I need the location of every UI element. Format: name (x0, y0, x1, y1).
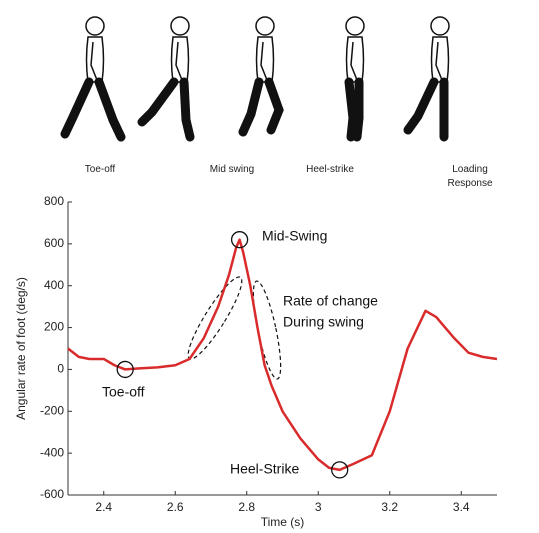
figure-person (65, 17, 121, 137)
y-tick-label: 200 (44, 320, 64, 334)
figure: Toe-off Mid swing Heel-strike Loading Respon… (0, 0, 539, 533)
y-tick-label: 0 (57, 362, 64, 376)
y-tick-label: -600 (40, 487, 64, 501)
figure-person (408, 17, 449, 137)
figure-label: Loading (452, 164, 488, 175)
head (86, 17, 104, 35)
head (256, 17, 274, 35)
x-tick-label: 2.6 (167, 500, 184, 514)
legs (408, 82, 444, 137)
chart: -600 -400 -200 0 200 400 600 800 2.4 2.6 2.8 3 3.2 3.… (14, 194, 497, 529)
legs (243, 82, 279, 132)
data-line (68, 240, 497, 470)
x-tick-label: 2.4 (95, 500, 112, 514)
legs (142, 82, 190, 137)
annotation: Heel-Strike (230, 461, 299, 477)
x-tick-label: 3.4 (453, 500, 470, 514)
figure-label: Heel-strike (306, 164, 354, 175)
x-tick-label: 3 (315, 500, 322, 514)
y-tick-label: -400 (40, 445, 64, 459)
walking-figures: Toe-off Mid swing Heel-strike Loading Respon… (65, 17, 493, 189)
dashed-ellipse (181, 272, 249, 364)
figure-person (142, 17, 190, 137)
x-tick-label: 3.2 (381, 500, 398, 514)
y-tick-label: 800 (44, 194, 64, 208)
figure-person (243, 17, 279, 132)
y-tick-label: -200 (40, 403, 64, 417)
page: {"figures":[{"label":["Toe-off"]},{"labe… (0, 0, 539, 533)
figure-label: Mid swing (210, 164, 254, 175)
annotation: During swing (283, 314, 364, 330)
annotation: Rate of change (283, 293, 378, 309)
figure-person (346, 17, 364, 137)
head (171, 17, 189, 35)
x-tick-label: 2.8 (238, 500, 255, 514)
legs (349, 82, 359, 137)
head (346, 17, 364, 35)
figure-label: Response (447, 178, 492, 189)
dashed-ellipse (248, 279, 286, 381)
x-axis-label: Time (s) (261, 515, 305, 529)
legs (65, 82, 121, 137)
head (431, 17, 449, 35)
annotation: Mid-Swing (262, 228, 327, 244)
y-tick-label: 400 (44, 278, 64, 292)
y-axis-label: Angular rate of foot (deg/s) (14, 277, 28, 420)
y-tick-label: 600 (44, 236, 64, 250)
figure-label: Toe-off (85, 164, 116, 175)
annotation: Toe-off (102, 384, 145, 400)
